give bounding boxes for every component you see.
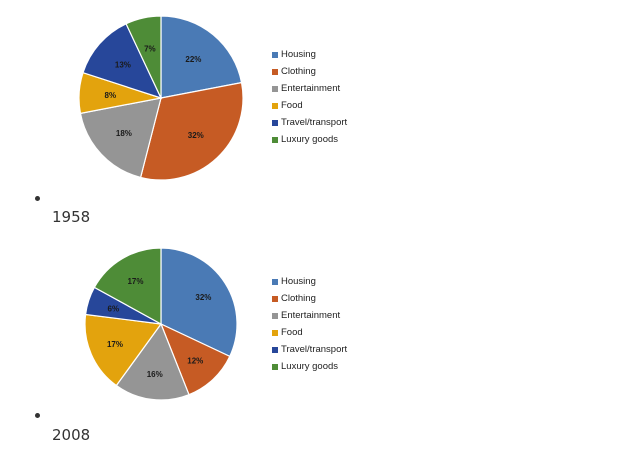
legend-swatch: [272, 51, 278, 58]
slice-housing: [160, 247, 238, 358]
legend-swatch: [272, 119, 278, 126]
legend-swatch: [272, 68, 278, 75]
data-label-food: 17%: [107, 340, 123, 349]
legend-swatch: [272, 346, 278, 353]
legend-item-entertainment: Entertainment: [272, 80, 347, 97]
legend-label: Entertainment: [281, 310, 341, 321]
legend-label: Clothing: [281, 66, 316, 77]
data-label-luxury-goods: 17%: [127, 277, 143, 286]
legend-item-clothing: Clothing: [272, 63, 347, 80]
legend-label: Housing: [281, 276, 316, 287]
data-label-entertainment: 18%: [116, 129, 132, 138]
legend-item-luxury-goods: Luxury goods: [272, 131, 347, 148]
pie-chart-2008: 32% 12% 16% 17% 6% 17%: [84, 247, 238, 401]
legend-label: Food: [281, 100, 303, 111]
data-label-entertainment: 16%: [147, 370, 163, 379]
legend-swatch: [272, 278, 278, 285]
data-label-travel-transport: 13%: [115, 60, 131, 69]
data-label-luxury-goods: 7%: [144, 44, 156, 53]
slice-entertainment: [79, 97, 162, 179]
slice-luxury-goods: [125, 15, 162, 99]
data-label-food: 8%: [105, 91, 117, 100]
data-label-travel-transport: 6%: [108, 305, 120, 314]
legend-item-luxury-goods: Luxury goods: [272, 358, 347, 375]
data-label-housing: 22%: [185, 55, 201, 64]
legend-swatch: [272, 295, 278, 302]
legend-swatch: [272, 136, 278, 143]
legend-label: Food: [281, 327, 303, 338]
legend-label: Travel/transport: [281, 117, 348, 128]
legend-swatch: [272, 363, 278, 370]
slice-entertainment: [115, 322, 190, 401]
legend-item-housing: Housing: [272, 46, 347, 63]
legend-swatch: [272, 102, 278, 109]
legend-swatch: [272, 85, 278, 92]
year-caption-1958: 1958: [52, 208, 91, 226]
legend-swatch: [272, 312, 278, 319]
data-label-clothing: 32%: [188, 131, 204, 140]
legend-item-entertainment: Entertainment: [272, 307, 347, 324]
slice-housing: [160, 15, 243, 99]
legend-label: Clothing: [281, 293, 316, 304]
slice-food: [84, 313, 163, 387]
legend-label: Housing: [281, 49, 316, 60]
slice-clothing: [139, 81, 244, 181]
legend-item-food: Food: [272, 324, 347, 341]
data-label-housing: 32%: [195, 293, 211, 302]
legend-label: Luxury goods: [281, 361, 339, 372]
year-caption-2008: 2008: [52, 426, 91, 444]
legend-label: Entertainment: [281, 83, 341, 94]
legend-item-housing: Housing: [272, 273, 347, 290]
list-bullet-2008: [35, 413, 40, 418]
list-bullet-1958: [35, 196, 40, 201]
slice-luxury-goods: [93, 247, 162, 326]
slice-travel-transport: [82, 23, 163, 99]
data-label-clothing: 12%: [187, 357, 203, 366]
legend-swatch: [272, 329, 278, 336]
pie-chart-1958: 22% 32% 18% 8% 13% 7%: [78, 15, 244, 181]
legend-2008: Housing Clothing Entertainment Food Travel/t…: [272, 273, 347, 375]
legend-item-clothing: Clothing: [272, 290, 347, 307]
legend-label: Travel/transport: [281, 344, 348, 355]
legend-item-travel-transport: Travel/transport: [272, 114, 347, 131]
legend-item-food: Food: [272, 97, 347, 114]
legend-item-travel-transport: Travel/transport: [272, 341, 347, 358]
legend-1958: Housing Clothing Entertainment Food Travel/t…: [272, 46, 347, 148]
legend-label: Luxury goods: [281, 134, 339, 145]
